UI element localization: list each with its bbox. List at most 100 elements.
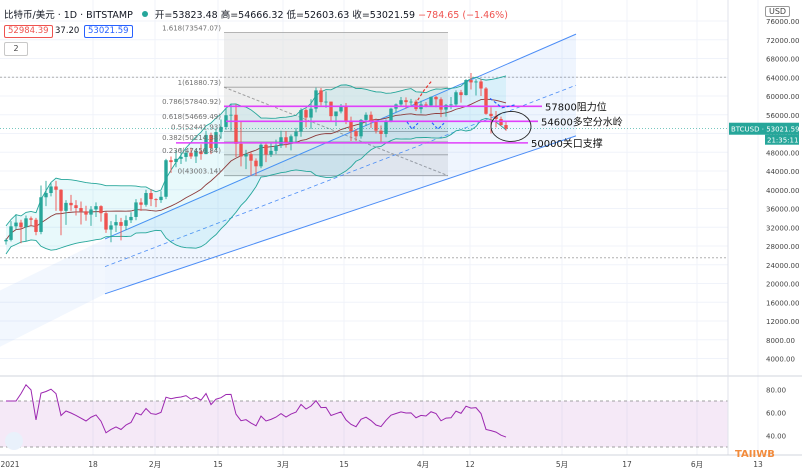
time-tick-label: 15 <box>213 460 223 469</box>
price-axis[interactable]: 4000.008000.0012000.0016000.0020000.0024… <box>0 0 800 455</box>
candle-body <box>54 186 58 190</box>
candle-body <box>169 160 173 163</box>
fibonacci-labels: 1.618(73547.07) 1(61880.73) 0.786(57840.92… <box>162 24 221 175</box>
candle-body <box>269 150 273 155</box>
candle-body <box>444 104 448 110</box>
candle-body <box>284 137 288 144</box>
candle-body <box>124 220 128 226</box>
candle-body <box>19 222 23 228</box>
candle-body <box>14 222 18 227</box>
candle-body <box>484 88 488 114</box>
channel-upper <box>104 33 577 240</box>
watermark-logo: TAIIWB <box>735 449 775 460</box>
time-tick-label: 17 <box>622 460 632 469</box>
time-tick-label: 2021 <box>0 460 19 469</box>
candle-body <box>289 136 293 144</box>
candle-body <box>229 114 233 116</box>
fib-label: 0(43003.14) <box>178 168 222 176</box>
candle-body <box>129 216 133 221</box>
candle-body <box>329 101 333 117</box>
price-tick-label: 20000.00 <box>766 281 799 289</box>
candle-body <box>364 114 368 120</box>
currency-badge[interactable]: USD <box>765 6 791 17</box>
price-tick-label: 40000.00 <box>766 187 799 195</box>
time-tick-label: 12 <box>465 460 475 469</box>
fib-label: 1(61880.73) <box>178 79 222 87</box>
annotations: 57800阻力位 54600多空分水岭 50000关口支撑 <box>176 80 623 150</box>
candle-body <box>104 213 108 230</box>
candle-body <box>189 152 193 157</box>
price-tick-label: 8000.00 <box>766 337 795 345</box>
candle-body <box>34 219 38 232</box>
rsi-panel: 80.00 60.00 40.00 <box>0 375 802 455</box>
time-tick-label: 2月 <box>149 460 161 469</box>
chart-header: 比特币/美元 · 1D · BITSTAMP 开=53823.48 高=5466… <box>4 7 508 21</box>
candle-body <box>384 120 388 134</box>
price-tick-label: 56000.00 <box>766 112 799 120</box>
price-change: −784.65 (−1.46%) <box>418 10 508 21</box>
layers-toggle[interactable]: 2 <box>4 42 28 56</box>
candle-body <box>84 211 88 215</box>
ohlc-values: 开=53823.48 高=54666.32 低=52603.63 收=53021… <box>154 10 416 21</box>
candle-body <box>164 160 168 197</box>
candle-body <box>194 151 198 157</box>
candle-body <box>424 104 428 106</box>
fib-label: 1.618(73547.07) <box>162 24 221 32</box>
candle-body <box>244 154 248 157</box>
candle-body <box>359 119 363 137</box>
symbol-title[interactable]: 比特币/美元 · 1D · BITSTAMP <box>4 10 133 21</box>
candle-body <box>79 208 83 212</box>
candle-body <box>74 205 78 209</box>
price-tick-label: 32000.00 <box>766 224 799 232</box>
candle-body <box>209 134 213 149</box>
candle-body <box>159 196 163 201</box>
fib-trend-line <box>223 86 449 177</box>
rsi-band <box>0 401 728 447</box>
candle-body <box>494 116 498 119</box>
channel-lower <box>104 135 577 295</box>
candle-body <box>279 137 283 146</box>
price-tick-label: 12000.00 <box>766 318 799 326</box>
candle-body <box>24 218 28 228</box>
candle-body <box>94 206 98 210</box>
candle-body <box>234 114 238 144</box>
candle-body <box>4 239 8 242</box>
time-tick-label: 3月 <box>277 460 289 469</box>
time-tick-label: 4月 <box>417 460 429 469</box>
candle-body <box>144 193 148 205</box>
candle-body <box>354 131 358 137</box>
price-tick-label: 76000.00 <box>766 18 799 26</box>
candle-body <box>369 114 373 122</box>
price-tick-label: 28000.00 <box>766 243 799 251</box>
candle-body <box>304 110 308 118</box>
rsi-line <box>6 383 507 438</box>
candle-body <box>149 193 153 200</box>
candle-body <box>309 108 313 118</box>
candle-body <box>154 199 158 201</box>
tradingview-logo-icon[interactable] <box>5 432 23 450</box>
annotation-label: 50000关口支撑 <box>531 137 603 150</box>
candle-body <box>274 145 278 151</box>
last-price-tag <box>729 122 799 135</box>
candle-body <box>459 92 463 96</box>
price-tick-label: 24000.00 <box>766 262 799 270</box>
time-tick-label: 13 <box>753 460 763 469</box>
candle-body <box>134 202 138 217</box>
candle-body <box>114 222 118 226</box>
bollinger-lower <box>5 117 507 255</box>
bollinger-upper <box>5 75 507 227</box>
price-tick-label: 16000.00 <box>766 299 799 307</box>
candle-body <box>69 202 73 206</box>
time-axis[interactable]: 2021 18 2月 15 3月 15 4月 12 5月 17 6月 13 <box>0 454 802 469</box>
candle-body <box>259 144 263 167</box>
candle-body <box>214 132 218 149</box>
candle-body <box>474 81 478 83</box>
bid-price-box[interactable]: 52984.39 <box>4 25 53 38</box>
candle-body <box>264 144 268 155</box>
candle-body <box>249 154 253 161</box>
ask-price-box[interactable]: 53021.59 <box>84 25 133 38</box>
candle-body <box>339 106 343 112</box>
channel-fill <box>105 34 576 294</box>
rsi-tick-label: 80.00 <box>766 387 786 395</box>
